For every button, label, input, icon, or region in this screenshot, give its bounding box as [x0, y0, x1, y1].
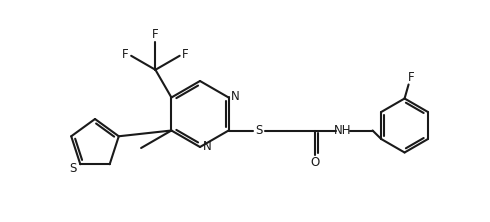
Text: F: F: [408, 71, 415, 84]
Text: F: F: [152, 28, 159, 41]
Text: NH: NH: [334, 124, 351, 137]
Text: F: F: [182, 48, 189, 61]
Text: N: N: [203, 139, 211, 153]
Text: O: O: [310, 156, 319, 169]
Text: N: N: [231, 90, 240, 103]
Text: S: S: [70, 162, 77, 175]
Text: F: F: [122, 48, 128, 61]
Text: S: S: [255, 124, 262, 137]
